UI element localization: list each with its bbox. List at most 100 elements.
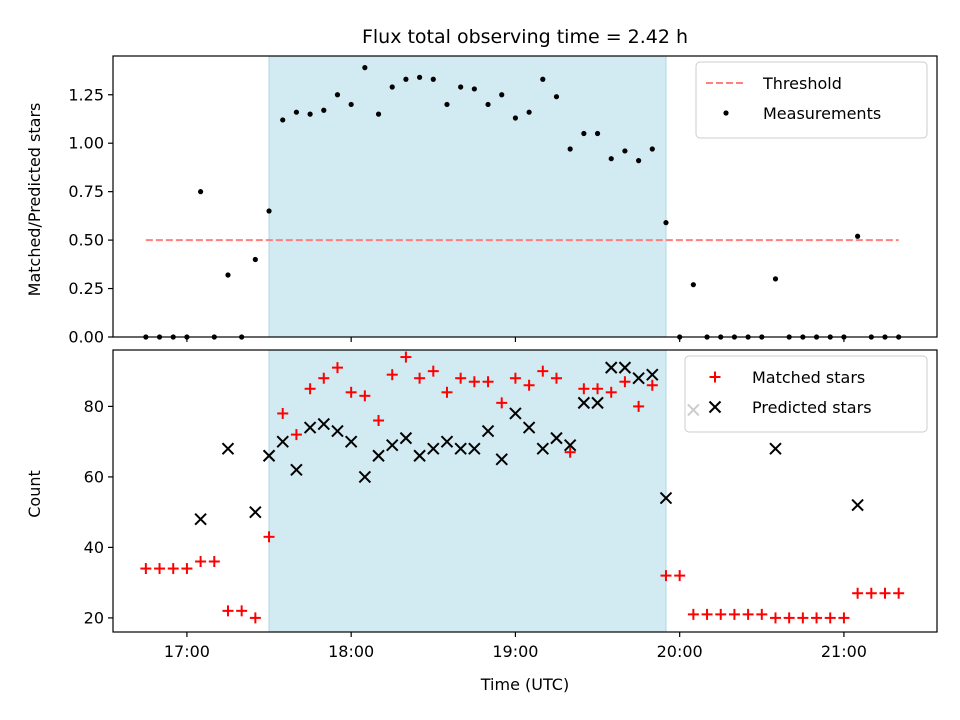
matched-star-marker — [167, 563, 179, 575]
y-tick-label: 80 — [84, 397, 104, 416]
predicted-star-marker — [659, 491, 673, 505]
y-tick-label: 20 — [84, 608, 104, 627]
matched-star-marker — [838, 612, 850, 624]
predicted-star-marker — [194, 512, 207, 526]
matched-star-marker — [373, 415, 385, 426]
legend-measurement-swatch — [723, 110, 729, 116]
measurement-point — [198, 189, 204, 195]
matched-star-marker — [414, 372, 426, 384]
matched-star-marker — [509, 372, 521, 384]
matched-star-marker — [195, 556, 207, 567]
predicted-star-marker — [221, 442, 235, 455]
predicted-star-marker — [290, 463, 303, 477]
predicted-star-marker — [386, 438, 399, 452]
measurement-point — [594, 130, 601, 137]
predicted-star-marker — [468, 442, 481, 455]
matched-star-marker — [468, 376, 480, 388]
matched-star-marker — [715, 608, 727, 620]
y-tick-label: 0.50 — [68, 231, 104, 250]
matched-star-marker — [427, 365, 439, 377]
matched-star-marker — [441, 386, 453, 398]
matched-star-marker — [208, 556, 220, 567]
matched-star-marker — [578, 383, 590, 395]
predicted-star-marker — [522, 421, 536, 434]
measurement-point — [485, 101, 491, 108]
matched-star-marker — [154, 563, 166, 575]
matched-star-marker — [865, 587, 877, 599]
predicted-star-marker — [454, 442, 467, 455]
matched-star-marker — [318, 372, 330, 384]
matched-star-marker — [550, 372, 562, 384]
matched-star-marker — [564, 446, 576, 458]
measurement-point — [458, 84, 464, 90]
predicted-star-marker — [372, 449, 385, 462]
predicted-star-marker — [303, 421, 317, 434]
measurement-point — [252, 256, 258, 263]
measurement-point — [855, 233, 861, 239]
x-tick-label: 17:00 — [164, 642, 210, 661]
x-tick-label: 19:00 — [492, 642, 538, 661]
matched-star-marker — [400, 351, 412, 363]
matched-star-marker — [236, 605, 248, 617]
measurement-point — [512, 115, 519, 121]
matched-star-marker — [605, 386, 617, 398]
predicted-star-marker — [413, 449, 426, 462]
measurement-point — [581, 130, 587, 137]
measurement-point — [444, 101, 450, 108]
matched-star-marker — [633, 400, 645, 412]
matched-star-marker — [660, 570, 672, 582]
measurement-point — [293, 109, 300, 115]
matched-star-marker — [181, 563, 193, 575]
measurement-point — [280, 117, 286, 123]
matched-star-marker — [756, 608, 768, 620]
legend-entry: Matched stars — [709, 368, 865, 387]
matched-star-marker — [496, 397, 508, 409]
matched-star-marker — [290, 429, 302, 441]
bottom-panel: 20 40 60 80 17:00 18:00 19:00 20:00 21:00 Count Ti… — [25, 349, 938, 694]
matched-star-marker — [222, 605, 234, 617]
matched-star-marker — [482, 376, 494, 388]
matched-star-marker — [852, 587, 864, 599]
matched-star-marker — [386, 369, 398, 381]
matched-star-marker — [824, 612, 836, 624]
predicted-star-marker — [427, 442, 440, 455]
measurement-point — [307, 111, 313, 117]
matched-star-marker — [687, 608, 699, 620]
predicted-star-marker — [481, 424, 495, 438]
x-tick-label: 21:00 — [821, 642, 867, 661]
predicted-star-marker — [331, 424, 344, 438]
measurement-point — [348, 101, 354, 108]
measurement-point — [403, 76, 409, 82]
matched-star-marker — [455, 372, 467, 384]
matched-star-marker — [783, 612, 795, 624]
matched-star-marker — [592, 383, 604, 395]
measurement-point — [334, 92, 341, 98]
y-tick-label: 0.00 — [68, 328, 104, 347]
measurement-point — [499, 92, 505, 98]
x-tick-label: 20:00 — [657, 642, 703, 661]
measurement-point — [567, 146, 573, 152]
measurement-point — [225, 272, 231, 278]
matched-star-marker — [701, 608, 713, 620]
legend-entry: Predicted stars — [708, 398, 872, 417]
measurement-point — [430, 76, 436, 82]
matched-star-marker — [728, 608, 740, 620]
y-tick-label: 1.00 — [68, 134, 104, 153]
legend-label: Predicted stars — [752, 398, 872, 417]
matched-star-marker — [879, 587, 891, 599]
predicted-star-marker — [262, 449, 276, 462]
matched-star-marker — [523, 379, 535, 391]
legend-label: Matched stars — [752, 368, 865, 387]
predicted-star-marker — [563, 438, 577, 452]
predicted-star-marker — [632, 371, 645, 385]
y-tick-label: 0.25 — [68, 279, 104, 298]
legend: Matched stars Predicted stars — [684, 355, 928, 433]
observing-window-shade — [268, 55, 667, 338]
predicted-star-marker — [536, 442, 550, 455]
predicted-star-marker — [358, 470, 372, 484]
legend-label: Threshold — [762, 74, 842, 93]
predicted-star-marker — [399, 431, 413, 445]
predicted-star-marker — [344, 435, 358, 448]
matched-star-marker — [537, 365, 549, 377]
